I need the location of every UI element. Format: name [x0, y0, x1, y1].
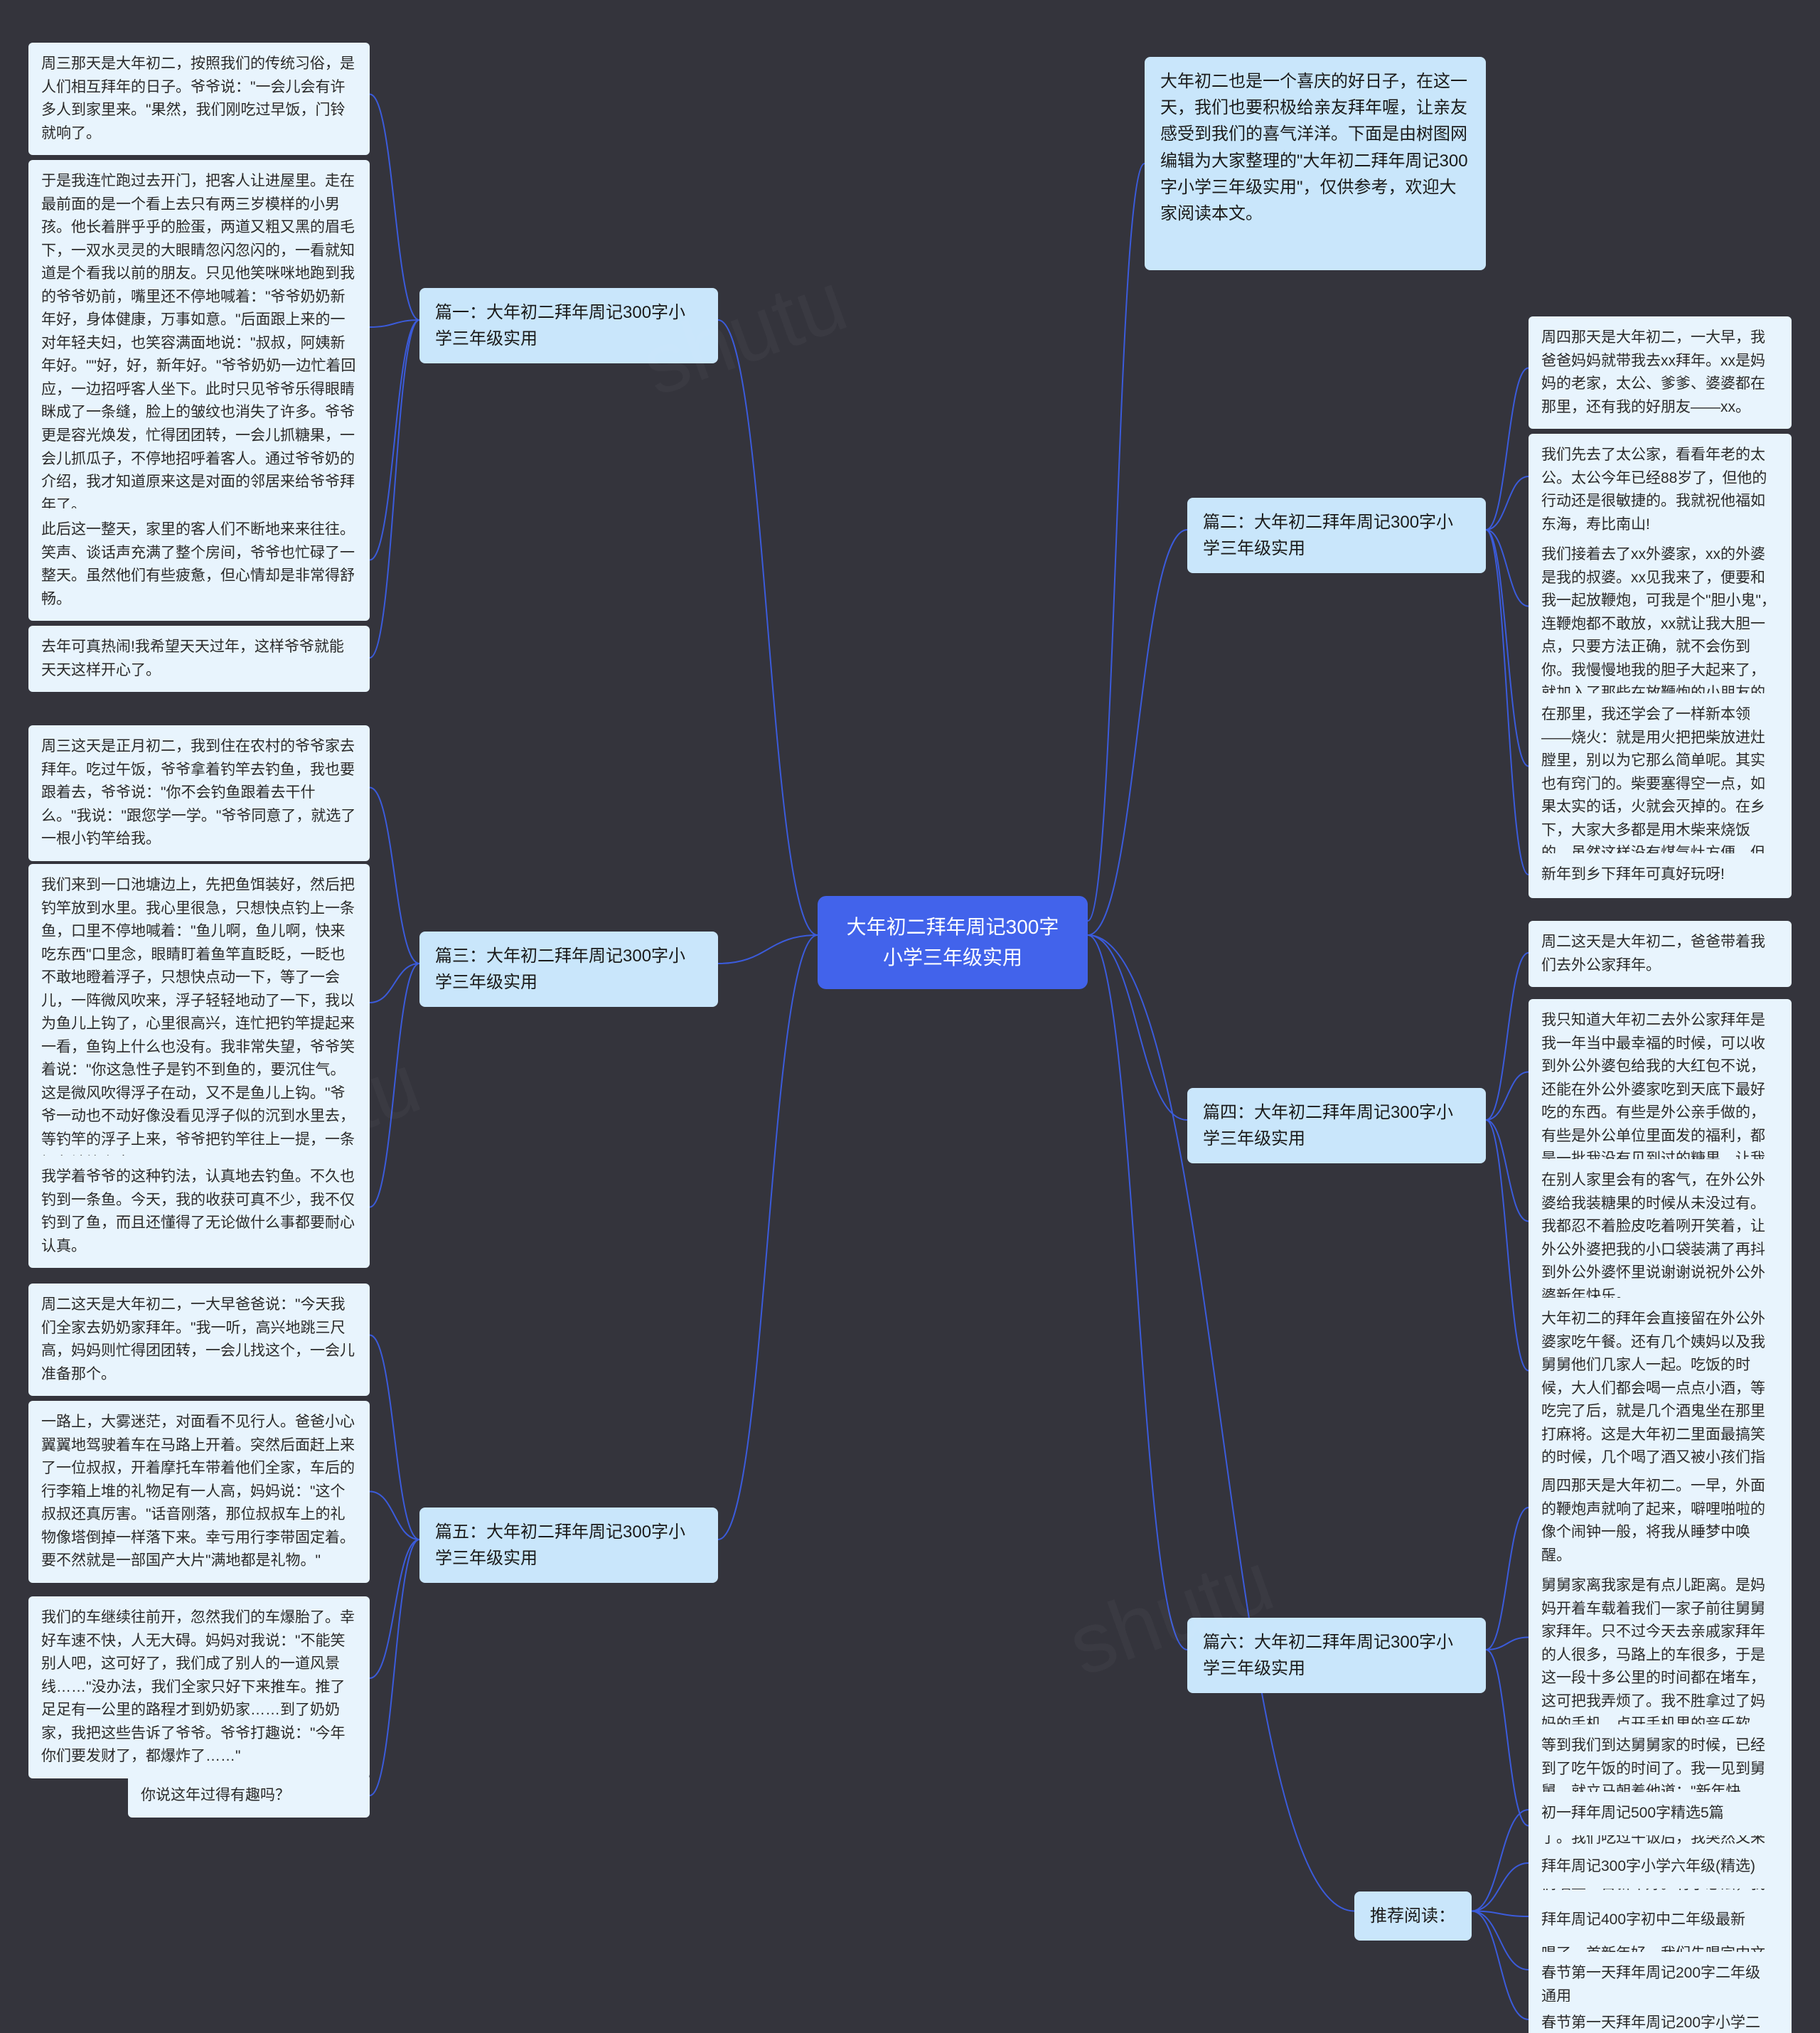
leaf-p1-0: 周三那天是大年初二，按照我们的传统习俗，是人们相互拜年的日子。爷爷说："一会儿会…: [28, 43, 370, 155]
center-node: 大年初二拜年周记300字小学三年级实用: [818, 896, 1088, 989]
leaf-p5-0: 周二这天是大年初二，一大早爸爸说："今天我们全家去奶奶家拜年。"我一听，高兴地跳…: [28, 1284, 370, 1396]
leaf-p3-0: 周三这天是正月初二，我到住在农村的爷爷家去拜年。吃过午饭，爷爷拿着钓竿去钓鱼，我…: [28, 725, 370, 861]
leaf-p5-1: 一路上，大雾迷茫，对面看不见行人。爸爸小心翼翼地驾驶着车在马路上开着。突然后面赶…: [28, 1401, 370, 1583]
intro-node: 大年初二也是一个喜庆的好日子，在这一天，我们也要积极给亲友拜年喔，让亲友感受到我…: [1145, 57, 1486, 270]
branch-rec: 推荐阅读：: [1354, 1891, 1472, 1941]
leaf-p2-0: 周四那天是大年初二，一大早，我爸爸妈妈就带我去xx拜年。xx是妈妈的老家，太公、…: [1529, 316, 1792, 429]
leaf-rec-1: 拜年周记300字小学六年级(精选): [1529, 1845, 1784, 1889]
branch-p5: 篇五：大年初二拜年周记300字小学三年级实用: [419, 1508, 718, 1583]
branch-p4: 篇四：大年初二拜年周记300字小学三年级实用: [1187, 1088, 1486, 1163]
branch-p3: 篇三：大年初二拜年周记300字小学三年级实用: [419, 932, 718, 1007]
leaf-rec-2: 拜年周记400字初中二年级最新: [1529, 1899, 1784, 1942]
leaf-p5-3: 你说这年过得有趣吗？: [128, 1774, 370, 1818]
branch-p6: 篇六：大年初二拜年周记300字小学三年级实用: [1187, 1618, 1486, 1693]
leaf-p2-4: 新年到乡下拜年可真好玩呀!: [1529, 853, 1792, 897]
leaf-p4-0: 周二这天是大年初二，爸爸带着我们去外公家拜年。: [1529, 921, 1792, 987]
leaf-p4-2: 在别人家里会有的客气，在外公外婆给我装糖果的时候从未没过有。我都忍不着脸皮吃着咧…: [1529, 1159, 1792, 1318]
leaf-rec-4: 春节第一天拜年周记200字小学二年级合集: [1529, 2002, 1784, 2033]
branch-p2: 篇二：大年初二拜年周记300字小学三年级实用: [1187, 498, 1486, 573]
leaf-p6-0: 周四那天是大年初二。一早，外面的鞭炮声就响了起来，噼哩啪啦的像个闹钟一般，将我从…: [1529, 1465, 1792, 1577]
leaf-rec-0: 初一拜年周记500字精选5篇: [1529, 1792, 1784, 1835]
leaf-p1-3: 去年可真热闹!我希望天天过年，这样爷爷就能天天这样开心了。: [28, 626, 370, 692]
leaf-p1-2: 此后这一整天，家里的客人们不断地来来往往。笑声、谈话声充满了整个房间，爷爷也忙碌…: [28, 508, 370, 621]
leaf-p1-1: 于是我连忙跑过去开门，把客人让进屋里。走在最前面的是一个看上去只有两三岁模样的小…: [28, 160, 370, 527]
leaf-p2-1: 我们先去了太公家，看看年老的太公。太公今年已经88岁了，但他的行动还是很敏捷的。…: [1529, 434, 1792, 546]
branch-p1: 篇一：大年初二拜年周记300字小学三年级实用: [419, 288, 718, 363]
leaf-p5-2: 我们的车继续往前开，忽然我们的车爆胎了。幸好车速不快，人无大碍。妈妈对我说："不…: [28, 1596, 370, 1778]
leaf-p3-2: 我学着爷爷的这种钓法，认真地去钓鱼。不久也钓到一条鱼。今天，我的收获可真不少，我…: [28, 1156, 370, 1268]
leaf-p3-1: 我们来到一口池塘边上，先把鱼饵装好，然后把钓竿放到水里。我心里很急，只想快点钓上…: [28, 864, 370, 1185]
